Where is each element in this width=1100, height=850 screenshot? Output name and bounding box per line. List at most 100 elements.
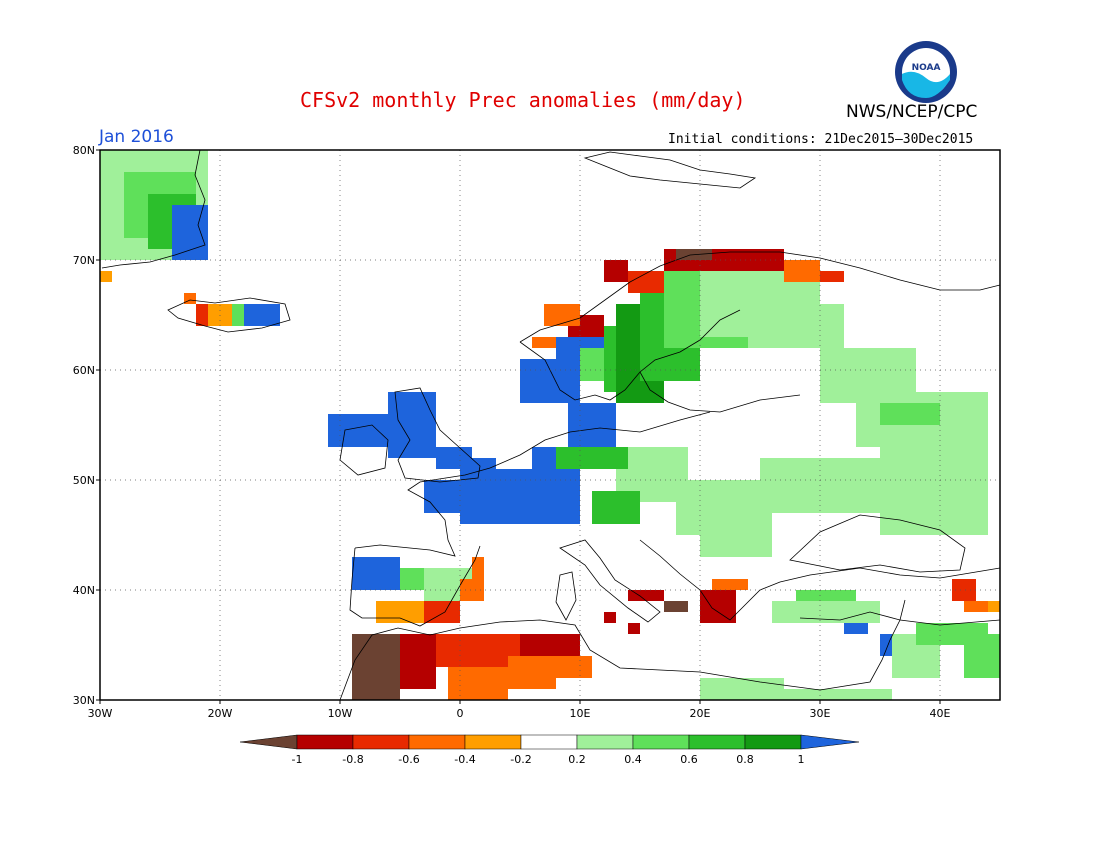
colorbar-label: -0.6 bbox=[398, 753, 419, 766]
colorbar-label: -1 bbox=[292, 753, 303, 766]
anomaly-cell bbox=[964, 601, 988, 612]
anomaly-cell bbox=[844, 623, 868, 634]
anomaly-cell bbox=[556, 447, 628, 469]
anomaly-cell bbox=[568, 403, 616, 447]
forecast-month: Jan 2016 bbox=[99, 127, 174, 147]
lon-tick-label: 10W bbox=[328, 707, 353, 720]
map-title: CFSv2 monthly Prec anomalies (mm/day) bbox=[300, 88, 746, 112]
anomaly-cell bbox=[628, 590, 664, 601]
anomaly-cell bbox=[196, 227, 208, 249]
colorbar-label: -0.8 bbox=[342, 753, 363, 766]
longitude-ticks: 30W 20W 10W 0 10E 20E 30E 40E bbox=[88, 700, 951, 720]
map-frame bbox=[99, 149, 1001, 701]
colorbar-swatch bbox=[576, 734, 634, 750]
colorbar-label: 0.6 bbox=[680, 753, 698, 766]
lon-tick-label: 0 bbox=[457, 707, 464, 720]
anomaly-cell bbox=[388, 392, 436, 458]
colorbar-arrow-low bbox=[239, 734, 298, 750]
anomaly-cell bbox=[604, 260, 628, 282]
lat-tick-label: 30N bbox=[73, 694, 95, 707]
anomaly-cell bbox=[424, 480, 460, 491]
lon-tick-label: 30E bbox=[810, 707, 831, 720]
anomaly-cell bbox=[832, 689, 892, 700]
lat-tick-label: 60N bbox=[73, 364, 95, 377]
anomaly-cell bbox=[100, 271, 112, 282]
anomaly-cell bbox=[544, 304, 580, 326]
colorbar-swatch bbox=[688, 734, 746, 750]
graticule bbox=[100, 150, 1000, 700]
lon-tick-label: 20E bbox=[690, 707, 711, 720]
anomaly-cell bbox=[772, 601, 880, 623]
colorbar-label: 0.8 bbox=[736, 753, 754, 766]
colorbar-swatch bbox=[744, 734, 802, 750]
colorbar-swatch bbox=[296, 734, 354, 750]
lat-tick-label: 40N bbox=[73, 584, 95, 597]
anomaly-cell bbox=[724, 249, 784, 271]
anomaly-cell bbox=[352, 557, 400, 590]
lon-tick-label: 40E bbox=[930, 707, 951, 720]
anomaly-cell bbox=[232, 304, 244, 326]
noaa-logo-icon: NOAA bbox=[895, 41, 957, 103]
latitude-ticks: 80N 70N 60N 50N 40N 30N bbox=[73, 144, 100, 707]
anomaly-cell bbox=[748, 304, 844, 348]
noaa-logo-text: NOAA bbox=[912, 63, 941, 73]
lat-tick-label: 80N bbox=[73, 144, 95, 157]
colorbar-label: -0.4 bbox=[454, 753, 475, 766]
anomaly-cell bbox=[184, 293, 196, 304]
anomaly-cell bbox=[400, 656, 436, 689]
anomaly-cell bbox=[700, 678, 784, 700]
colorbar-label: 1 bbox=[798, 753, 805, 766]
anomaly-cell bbox=[988, 601, 1000, 612]
anomaly-cell bbox=[880, 403, 940, 425]
anomaly-cell bbox=[592, 491, 640, 524]
colorbar-swatch bbox=[352, 734, 410, 750]
anomaly-cell bbox=[448, 667, 508, 700]
initial-conditions: Initial conditions: 21Dec2015–30Dec2015 bbox=[668, 132, 974, 147]
lat-tick-label: 50N bbox=[73, 474, 95, 487]
anomaly-cell bbox=[964, 634, 1000, 678]
anomaly-cell bbox=[532, 337, 556, 348]
anomaly-cell bbox=[424, 491, 460, 513]
anomaly-cell bbox=[820, 271, 844, 282]
colorbar-swatch bbox=[520, 734, 578, 750]
anomaly-cell bbox=[460, 579, 484, 601]
colorbar-swatch bbox=[408, 734, 466, 750]
anomaly-cell bbox=[436, 447, 472, 469]
anomaly-cell bbox=[328, 414, 388, 447]
colorbar-label: -0.2 bbox=[510, 753, 531, 766]
anomaly-cell bbox=[472, 557, 484, 579]
anomaly-cell bbox=[244, 304, 280, 326]
anomaly-cell bbox=[508, 656, 556, 689]
anomaly-cell bbox=[712, 579, 748, 590]
lon-tick-label: 30W bbox=[88, 707, 113, 720]
anomaly-cell bbox=[880, 436, 988, 535]
anomaly-cell bbox=[952, 579, 976, 601]
agency-label: NWS/NCEP/CPC bbox=[846, 102, 978, 122]
colorbar-swatch bbox=[632, 734, 690, 750]
anomaly-cells bbox=[100, 150, 1000, 700]
anomaly-cell bbox=[352, 634, 400, 700]
colorbar-label: 0.2 bbox=[568, 753, 586, 766]
colorbar-arrow-high bbox=[800, 734, 860, 750]
anomaly-cell bbox=[784, 260, 820, 282]
anomaly-cell bbox=[496, 469, 532, 524]
anomaly-cell bbox=[376, 601, 424, 623]
anomaly-cell bbox=[700, 513, 772, 557]
anomaly-cell bbox=[784, 689, 832, 700]
lon-tick-label: 20W bbox=[208, 707, 233, 720]
anomaly-cell bbox=[604, 612, 616, 623]
anomaly-cell bbox=[628, 271, 664, 293]
anomaly-cell bbox=[556, 656, 592, 678]
lon-tick-label: 10E bbox=[570, 707, 591, 720]
colorbar: -1 -0.8 -0.6 -0.4 -0.2 0.2 0.4 0.6 0.8 1 bbox=[239, 734, 860, 766]
lat-tick-label: 70N bbox=[73, 254, 95, 267]
colorbar-label: 0.4 bbox=[624, 753, 642, 766]
anomaly-cell bbox=[436, 634, 520, 667]
colorbar-swatch bbox=[464, 734, 522, 750]
anomaly-cell bbox=[424, 601, 460, 623]
anomaly-cell bbox=[700, 590, 736, 623]
anomaly-cell bbox=[520, 359, 580, 403]
anomaly-cell bbox=[628, 623, 640, 634]
anomaly-cell bbox=[664, 601, 688, 612]
